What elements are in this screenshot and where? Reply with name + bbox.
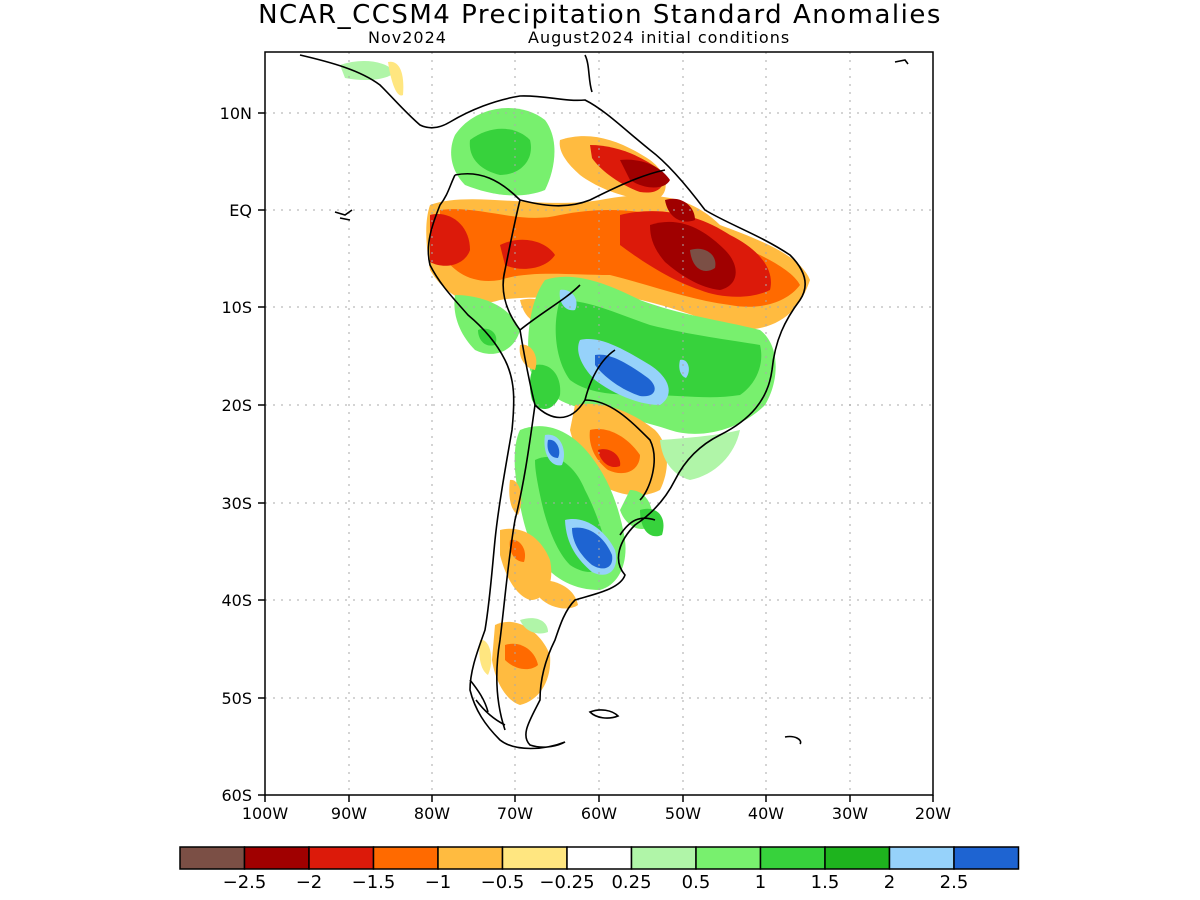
anomaly-field	[340, 60, 810, 705]
colorbar-swatch	[179, 846, 246, 870]
lon-label: 40W	[748, 804, 784, 823]
colorbar-labels: −2.5 −2 −1.5 −1 −0.5 −0.25 0.25 0.5 1 1.5 2 2.5	[223, 872, 969, 893]
lat-labels: 10N EQ 10S 20S 30S 40S 50S 60S	[220, 104, 252, 805]
lon-label: 100W	[242, 804, 289, 823]
colorbar-label: 1	[755, 872, 766, 893]
lon-ticks	[264, 795, 934, 802]
colorbar-swatch	[566, 846, 633, 870]
colorbar-swatch	[953, 846, 1020, 870]
map-title: NCAR_CCSM4 Precipitation Standard Anomal…	[258, 0, 942, 30]
lon-label: 60W	[581, 804, 617, 823]
colorbar-swatch	[372, 846, 439, 870]
lat-ticks	[258, 112, 265, 796]
colorbar-swatch	[501, 846, 568, 870]
lat-label: EQ	[229, 201, 252, 220]
colorbar-label: 0.5	[682, 872, 711, 893]
colorbar-label: −1.5	[352, 872, 396, 893]
forecast-month: Nov2024	[368, 28, 447, 47]
colorbar-label: −2.5	[223, 872, 267, 893]
lon-label: 30W	[832, 804, 868, 823]
lon-label: 80W	[414, 804, 450, 823]
colorbar-label: 0.25	[611, 872, 651, 893]
colorbar-label: −0.25	[539, 872, 594, 893]
lon-labels: 100W 90W 80W 70W 60W 50W 40W 30W 20W	[242, 804, 951, 823]
colorbar-swatch	[695, 846, 762, 870]
colorbar-swatch	[888, 846, 955, 870]
colorbar-label: −0.5	[481, 872, 525, 893]
colorbar-swatch	[630, 846, 697, 870]
colorbar-label: 1.5	[811, 872, 840, 893]
coastline	[299, 54, 909, 750]
lat-label: 40S	[221, 591, 252, 610]
lat-label: 10N	[220, 104, 252, 123]
initial-conditions: August2024 initial conditions	[528, 28, 791, 47]
lat-label: 50S	[221, 689, 252, 708]
lat-label: 30S	[221, 494, 252, 513]
lon-label: 20W	[915, 804, 951, 823]
colorbar-swatch	[759, 846, 826, 870]
colorbar-swatch	[243, 846, 310, 870]
colorbar-label: 2.5	[940, 872, 969, 893]
colorbar	[179, 846, 1020, 870]
colorbar-swatch	[824, 846, 891, 870]
lat-label: 20S	[221, 396, 252, 415]
colorbar-label: −2	[296, 872, 323, 893]
colorbar-swatch	[308, 846, 375, 870]
colorbar-label: −1	[425, 872, 452, 893]
lon-label: 50W	[665, 804, 701, 823]
lat-label: 10S	[221, 298, 252, 317]
lon-label: 70W	[497, 804, 533, 823]
colorbar-label: 2	[884, 872, 895, 893]
lon-label: 90W	[331, 804, 367, 823]
colorbar-swatch	[437, 846, 504, 870]
lat-label: 60S	[221, 786, 252, 805]
